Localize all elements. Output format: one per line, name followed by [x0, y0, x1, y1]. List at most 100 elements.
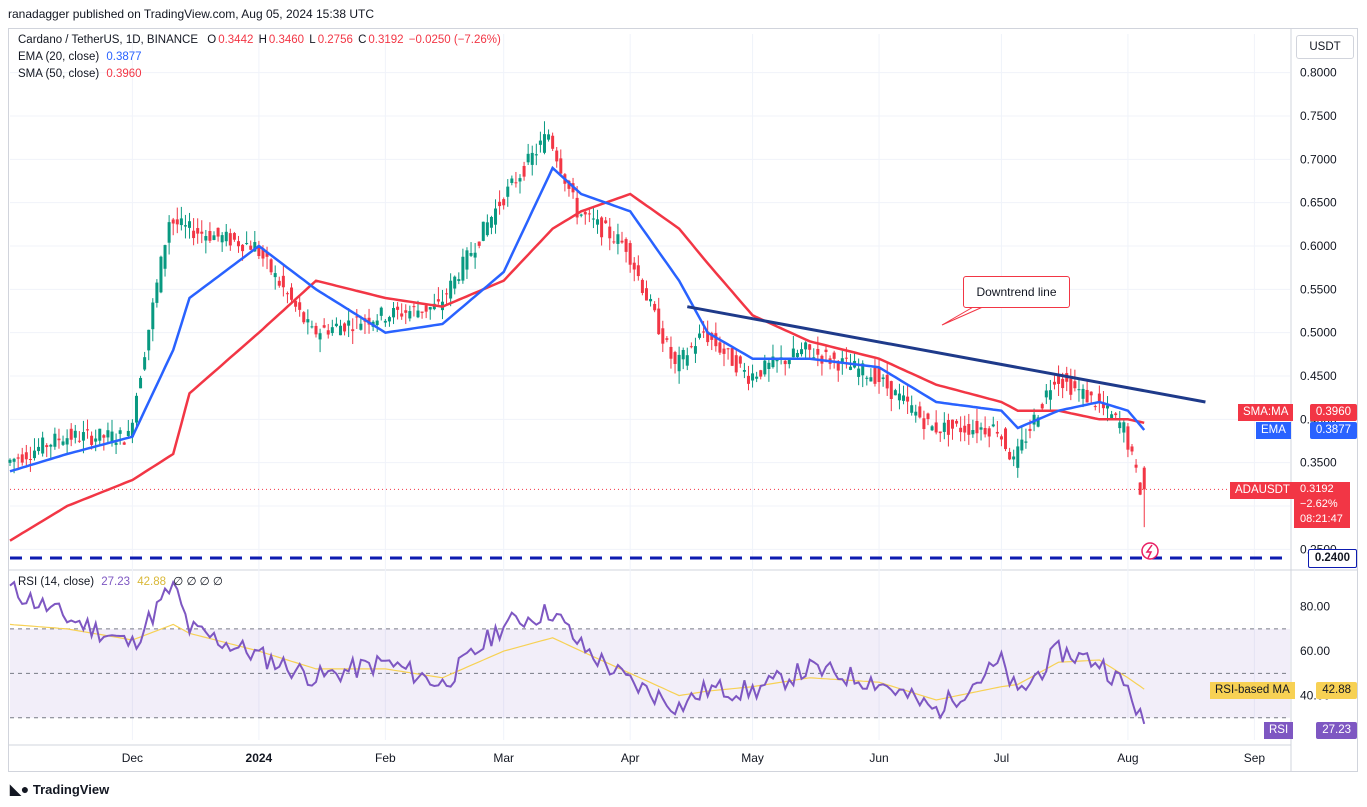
- candle-body: [118, 430, 122, 434]
- candle-body: [392, 307, 396, 318]
- time-tick-label: Sep: [1244, 751, 1266, 765]
- candle-body: [8, 459, 12, 463]
- candle-body: [722, 348, 726, 354]
- candle-body: [685, 355, 689, 366]
- candle-body: [575, 197, 579, 218]
- candle-body: [665, 338, 669, 340]
- candle-body: [767, 362, 771, 369]
- candle-body: [616, 234, 620, 244]
- candle-body: [49, 444, 53, 447]
- candle-body: [689, 346, 693, 348]
- candle-body: [257, 245, 261, 257]
- candle-body: [130, 422, 134, 437]
- candle-body: [179, 218, 183, 226]
- ema-tag-label: EMA: [1256, 422, 1291, 439]
- chart-frame: [8, 28, 1358, 772]
- candle-body: [220, 235, 224, 243]
- support-tag-value: 0.2400: [1307, 549, 1357, 568]
- candle-body: [893, 390, 897, 396]
- time-tick-label: Feb: [375, 751, 396, 765]
- candle-body: [1077, 389, 1081, 391]
- candle-body: [314, 325, 318, 335]
- candle-body: [681, 349, 685, 360]
- candle-body: [991, 424, 995, 427]
- candle-body: [975, 420, 979, 434]
- candle-body: [832, 352, 836, 359]
- candle-body: [559, 158, 563, 174]
- sma-legend-label: SMA (50, close): [18, 68, 100, 80]
- candle-body: [65, 438, 69, 445]
- rsi-tag-label: RSI: [1264, 722, 1294, 739]
- candle-body: [408, 311, 412, 319]
- candle-body: [143, 357, 147, 370]
- candle-body: [816, 348, 820, 355]
- candle-body: [469, 252, 473, 256]
- candle-body: [950, 419, 954, 429]
- candle-body: [897, 393, 901, 401]
- candle-body: [379, 307, 383, 316]
- candle-body: [69, 428, 73, 440]
- currency-button[interactable]: USDT: [1296, 35, 1354, 59]
- candle-body: [791, 348, 795, 358]
- candle-body: [636, 265, 640, 277]
- candle-body: [844, 357, 848, 359]
- candle-body: [306, 319, 310, 323]
- symbol-name[interactable]: Cardano / TetherUS, 1D, BINANCE: [18, 34, 199, 46]
- alert-bolt-icon: [1145, 544, 1153, 559]
- candle-body: [355, 316, 359, 318]
- candle-body: [726, 348, 730, 350]
- candle-body: [196, 228, 200, 234]
- candle-body: [1004, 428, 1008, 450]
- candle-body: [946, 419, 950, 435]
- legend-rsi-row[interactable]: RSI (14, close) 27.23 42.88 ∅ ∅ ∅ ∅: [18, 574, 223, 588]
- legend-sma-row[interactable]: SMA (50, close) 0.3960: [18, 68, 142, 80]
- candle-body: [1044, 390, 1048, 398]
- candle-body: [489, 216, 493, 228]
- candle-body: [661, 328, 665, 344]
- candle-body: [506, 186, 510, 197]
- candle-body: [649, 298, 653, 302]
- candle-body: [1032, 414, 1036, 425]
- downtrend-callout[interactable]: Downtrend line: [963, 276, 1070, 308]
- candle-body: [1012, 456, 1016, 460]
- legend-symbol-row: Cardano / TetherUS, 1D, BINANCE O 0.3442 …: [18, 34, 503, 46]
- candle-body: [938, 431, 942, 434]
- candle-body: [163, 245, 167, 269]
- candle-body: [547, 134, 551, 140]
- candle-body: [530, 152, 534, 165]
- candle-body: [1138, 482, 1142, 495]
- price-tick-label: 0.4500: [1300, 369, 1337, 383]
- low-label: L: [309, 34, 316, 46]
- candle-body: [20, 454, 24, 463]
- candle-body: [200, 231, 204, 234]
- candle-body: [334, 323, 338, 327]
- candle-body: [693, 346, 697, 354]
- price-tick-label: 0.6500: [1300, 196, 1337, 210]
- price-tick-label: 0.7000: [1300, 152, 1337, 166]
- candle-body: [971, 430, 975, 435]
- candle-body: [542, 134, 546, 153]
- candle-body: [151, 302, 155, 330]
- legend-ema-row[interactable]: EMA (20, close) 0.3877: [18, 51, 142, 63]
- candle-body: [396, 306, 400, 310]
- candle-body: [330, 327, 334, 334]
- candle-body: [600, 217, 604, 238]
- candle-body: [865, 377, 869, 379]
- candle-body: [453, 276, 457, 289]
- candle-body: [232, 233, 236, 240]
- candle-body: [673, 352, 677, 364]
- candle-body: [32, 450, 36, 459]
- candle-body: [57, 438, 61, 441]
- candle-body: [534, 154, 538, 156]
- candle-body: [208, 231, 212, 241]
- candle-body: [644, 288, 648, 301]
- candle-body: [1126, 426, 1130, 450]
- tradingview-logo[interactable]: ◣● TradingView: [10, 781, 109, 798]
- candle-body: [400, 313, 404, 317]
- candle-body: [1118, 422, 1122, 429]
- candle-body: [94, 438, 98, 442]
- candle-body: [290, 287, 294, 300]
- candle-body: [1057, 374, 1061, 384]
- candle-body: [861, 363, 865, 376]
